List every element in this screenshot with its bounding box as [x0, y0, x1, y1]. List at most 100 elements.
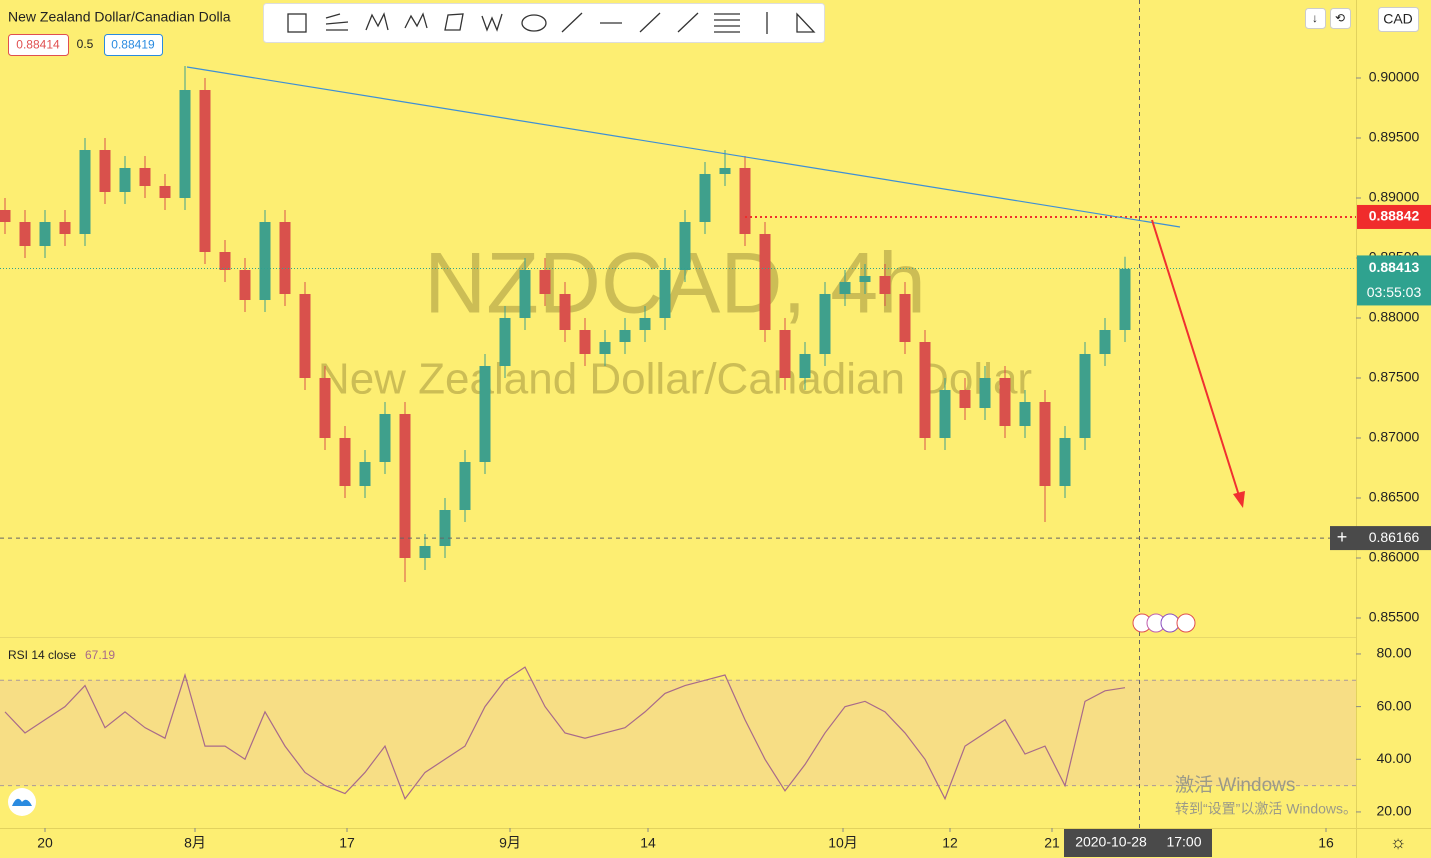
- tool-trend[interactable]: [561, 12, 583, 33]
- tool-ray[interactable]: [639, 12, 661, 33]
- spread: 0.5: [77, 37, 94, 51]
- candle-body: [959, 390, 971, 408]
- candle-body: [659, 270, 671, 318]
- candle-body: [219, 252, 231, 270]
- candle-body: [1039, 402, 1051, 486]
- countdown: 03:55:03: [1367, 284, 1422, 300]
- candle-body: [399, 414, 411, 558]
- tool-elliott[interactable]: [481, 13, 503, 32]
- candle-body: [759, 234, 771, 330]
- candle-body: [379, 414, 391, 462]
- watermark-description: New Zealand Dollar/Canadian Dollar: [318, 355, 1032, 404]
- tool-arrow[interactable]: [677, 12, 699, 33]
- candle-body: [859, 276, 871, 282]
- candle-body: [1059, 438, 1071, 486]
- candle-body: [1079, 354, 1091, 438]
- candle-body: [259, 222, 271, 300]
- arrow[interactable]: [1151, 219, 1242, 503]
- candle-body: [639, 318, 651, 330]
- reset-icon: ⟲: [1335, 11, 1345, 25]
- candle-body: [79, 150, 91, 234]
- candle-body: [499, 318, 511, 366]
- candle-body: [539, 270, 551, 294]
- x-tick-label: 14: [640, 835, 656, 851]
- candle-body: [519, 270, 531, 318]
- candle-body: [919, 342, 931, 438]
- candle-body: [59, 222, 71, 234]
- candle-body: [479, 366, 491, 462]
- tool-pattern[interactable]: [365, 12, 389, 31]
- candle-body: [0, 210, 11, 222]
- candle-body: [359, 462, 371, 486]
- scroll-icon: ↓: [1312, 11, 1318, 25]
- x-tick-label: 8月: [184, 835, 206, 851]
- rsi-title: RSI 14 close: [8, 648, 76, 662]
- x-tick-label: 20: [37, 835, 53, 851]
- currency[interactable]: CAD: [1383, 11, 1413, 27]
- candle-body: [619, 330, 631, 342]
- candle-body: [439, 510, 451, 546]
- windows-title: 激活 Windows: [1175, 774, 1295, 796]
- y-tick-label: 0.87500: [1369, 369, 1420, 385]
- x-tick-label: 9月: [499, 835, 521, 851]
- tool-lines[interactable]: [714, 13, 740, 33]
- candle-body: [879, 276, 891, 294]
- candle-body: [19, 222, 31, 246]
- candle-body: [599, 342, 611, 354]
- x-tick-label: 16: [1318, 835, 1334, 851]
- tool-triangle[interactable]: [444, 13, 464, 31]
- currency-button[interactable]: [1378, 7, 1419, 32]
- candle-body: [1119, 268, 1131, 330]
- last-price: 0.88413: [1369, 259, 1420, 275]
- ask-box[interactable]: [104, 34, 163, 56]
- candle-body: [739, 168, 751, 234]
- candle-body: [199, 90, 211, 252]
- candle-body: [459, 462, 471, 510]
- candle-body: [819, 294, 831, 354]
- event-icon[interactable]: [1160, 613, 1180, 633]
- trend-line[interactable]: [186, 66, 1181, 228]
- arrow-head: [1233, 491, 1245, 508]
- candle-body: [679, 222, 691, 270]
- tool-angle[interactable]: [796, 12, 816, 33]
- y-tick-label: 0.90000: [1369, 69, 1420, 85]
- candle-body: [159, 186, 171, 198]
- last-price-box: [1357, 255, 1431, 306]
- candle-body: [719, 168, 731, 174]
- tool-rect[interactable]: [287, 13, 307, 33]
- x-tick-label: 17: [339, 835, 355, 851]
- toolbar: [263, 3, 825, 43]
- candle-body: [239, 270, 251, 300]
- y-tick-label: 40.00: [1376, 750, 1411, 766]
- y-tick-label: 60.00: [1376, 697, 1411, 713]
- candle-body: [999, 378, 1011, 426]
- reset-button[interactable]: [1330, 8, 1351, 29]
- bid-box[interactable]: [8, 34, 69, 56]
- candle-body: [939, 390, 951, 438]
- tool-ellipse[interactable]: [521, 14, 547, 32]
- tool-pattern[interactable]: [404, 12, 428, 29]
- symbol-title: New Zealand Dollar/Canadian Dolla: [8, 9, 231, 25]
- drawing-toolbar: [263, 3, 825, 43]
- bid[interactable]: 0.88414: [16, 38, 60, 52]
- scroll-button[interactable]: [1305, 8, 1326, 29]
- candle-body: [419, 546, 431, 558]
- event-icons[interactable]: [1132, 613, 1196, 633]
- rsi-band: [0, 680, 1356, 786]
- candle-body: [979, 378, 991, 408]
- tool-fib[interactable]: [325, 13, 349, 31]
- alert-price: 0.88842: [1369, 208, 1420, 224]
- crosshair-price: 0.86166: [1369, 529, 1420, 545]
- candle-body: [299, 294, 311, 378]
- event-icon[interactable]: [1176, 613, 1196, 633]
- candle-body: [99, 150, 111, 192]
- candle-body: [1099, 330, 1111, 354]
- ask[interactable]: 0.88419: [111, 38, 155, 52]
- candle-body: [139, 168, 151, 186]
- y-tick-label: 0.89500: [1369, 129, 1420, 145]
- crosshair-date: 2020-10-28: [1075, 834, 1147, 850]
- settings-icon[interactable]: ☼: [1390, 832, 1407, 852]
- y-tick-label: 20.00: [1376, 803, 1411, 819]
